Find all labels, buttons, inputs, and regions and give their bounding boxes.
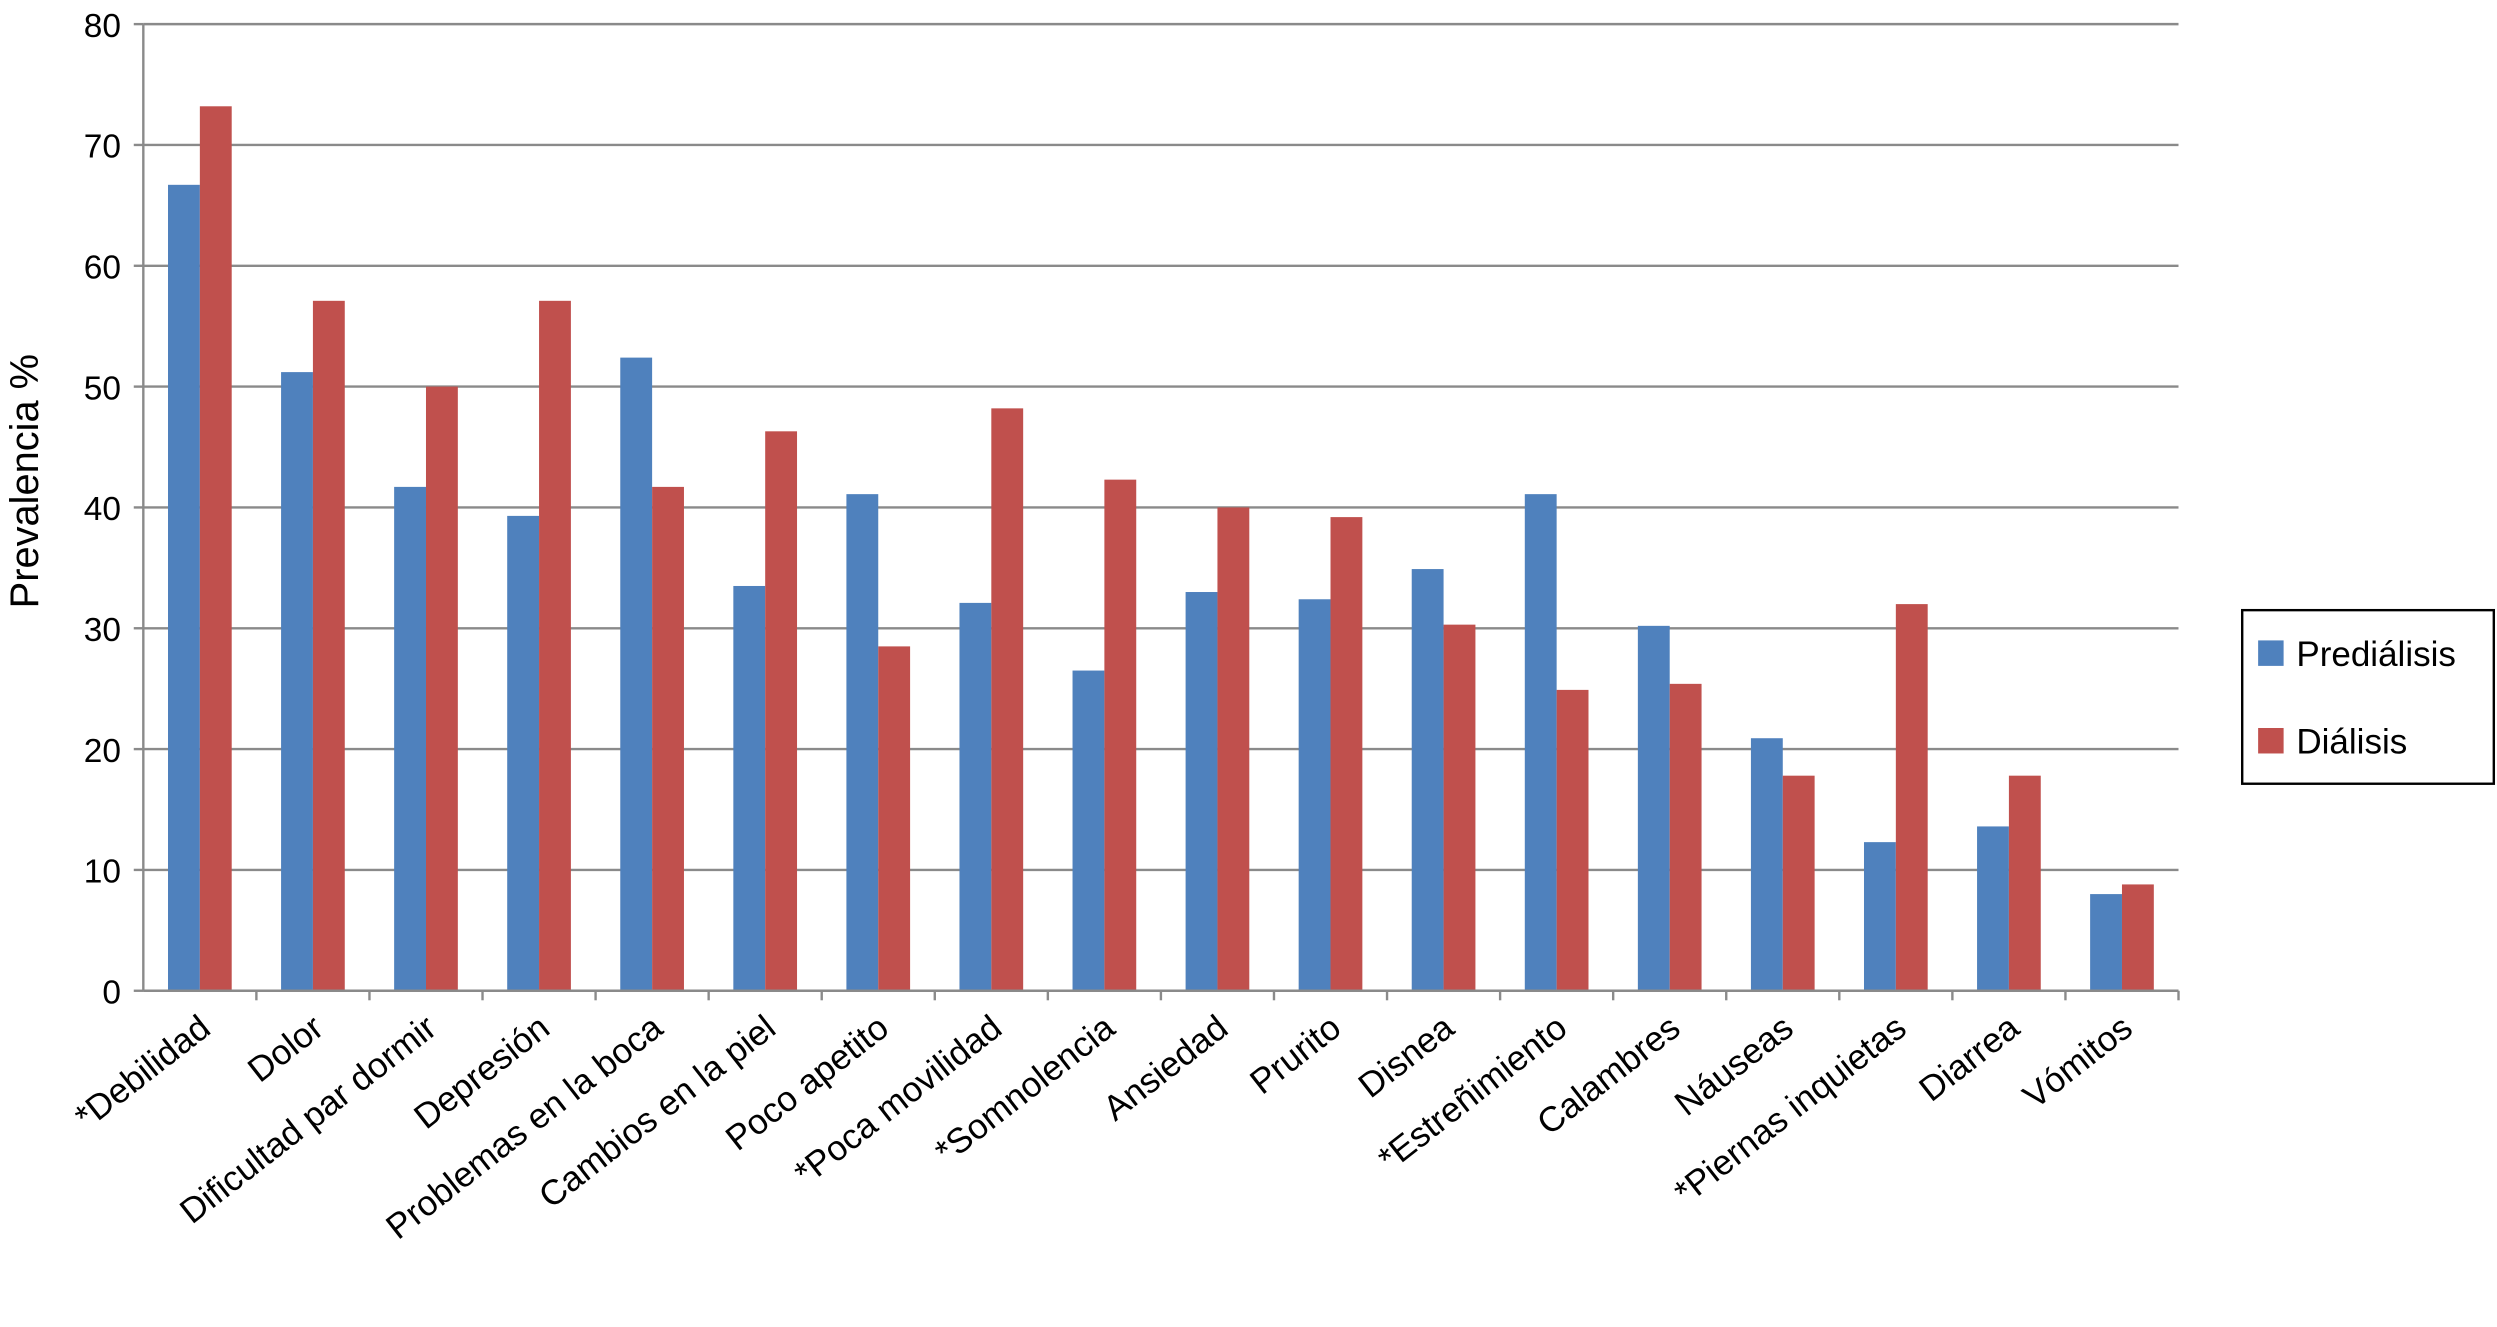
bar xyxy=(733,585,766,991)
y-tick-label: 10 xyxy=(84,854,121,891)
bar xyxy=(312,300,345,991)
bar xyxy=(1977,826,2009,991)
x-tick-label: Diarrea xyxy=(1912,1007,2027,1109)
bar xyxy=(199,106,232,991)
bar xyxy=(959,602,992,991)
bar xyxy=(1637,625,1670,991)
bar xyxy=(1524,494,1557,991)
legend-label: Diálisis xyxy=(2296,722,2407,761)
bar xyxy=(539,300,571,991)
bar xyxy=(2008,775,2041,991)
y-tick-label: 20 xyxy=(84,733,121,770)
y-tick-label: 80 xyxy=(84,8,121,45)
bar xyxy=(1895,604,1928,991)
bar xyxy=(1669,683,1702,991)
bar xyxy=(394,486,426,991)
bar xyxy=(1298,599,1331,991)
bar xyxy=(281,372,313,991)
bar xyxy=(991,408,1024,991)
bar xyxy=(2090,894,2122,991)
legend-swatch xyxy=(2258,640,2284,666)
bar xyxy=(1556,689,1589,991)
y-tick-label: 60 xyxy=(84,250,121,287)
x-tick-label: *Estreñimiento xyxy=(1371,1008,1574,1179)
bar xyxy=(620,357,653,991)
bar xyxy=(507,515,540,991)
bar xyxy=(1782,775,1815,991)
bar xyxy=(1411,569,1444,991)
y-tick-label: 70 xyxy=(84,129,121,166)
bar xyxy=(1217,507,1250,991)
bar xyxy=(1104,479,1137,991)
bar xyxy=(765,431,798,991)
x-tick-label: *Poca movilidad xyxy=(787,1008,1009,1193)
y-tick-label: 30 xyxy=(84,612,121,649)
x-tick-label: Ansiedad xyxy=(1096,1008,1235,1129)
bar xyxy=(2121,884,2154,991)
legend-box xyxy=(2241,608,2496,785)
bar xyxy=(168,184,200,991)
x-tick-label: Vómitos xyxy=(2016,1008,2140,1117)
x-tick-label: Dolor xyxy=(241,1008,331,1090)
y-tick-label: 40 xyxy=(84,491,121,528)
bar xyxy=(1185,592,1218,991)
bar xyxy=(1443,624,1476,991)
y-axis-title: Prevalencia % xyxy=(3,354,47,608)
bar xyxy=(1863,842,1896,991)
y-tick-label: 0 xyxy=(102,974,121,1011)
bar xyxy=(1330,517,1363,991)
bar xyxy=(878,646,911,991)
bar xyxy=(846,494,879,991)
bar xyxy=(1072,670,1105,991)
bar xyxy=(1750,738,1783,991)
x-tick-label: *Debilidad xyxy=(68,1008,218,1137)
bar xyxy=(652,486,684,991)
legend-swatch xyxy=(2258,727,2284,754)
legend-label: Prediálisis xyxy=(2296,635,2456,674)
bar xyxy=(425,386,458,991)
y-tick-label: 50 xyxy=(84,370,121,407)
x-tick-label: Prurito xyxy=(1243,1008,1348,1102)
